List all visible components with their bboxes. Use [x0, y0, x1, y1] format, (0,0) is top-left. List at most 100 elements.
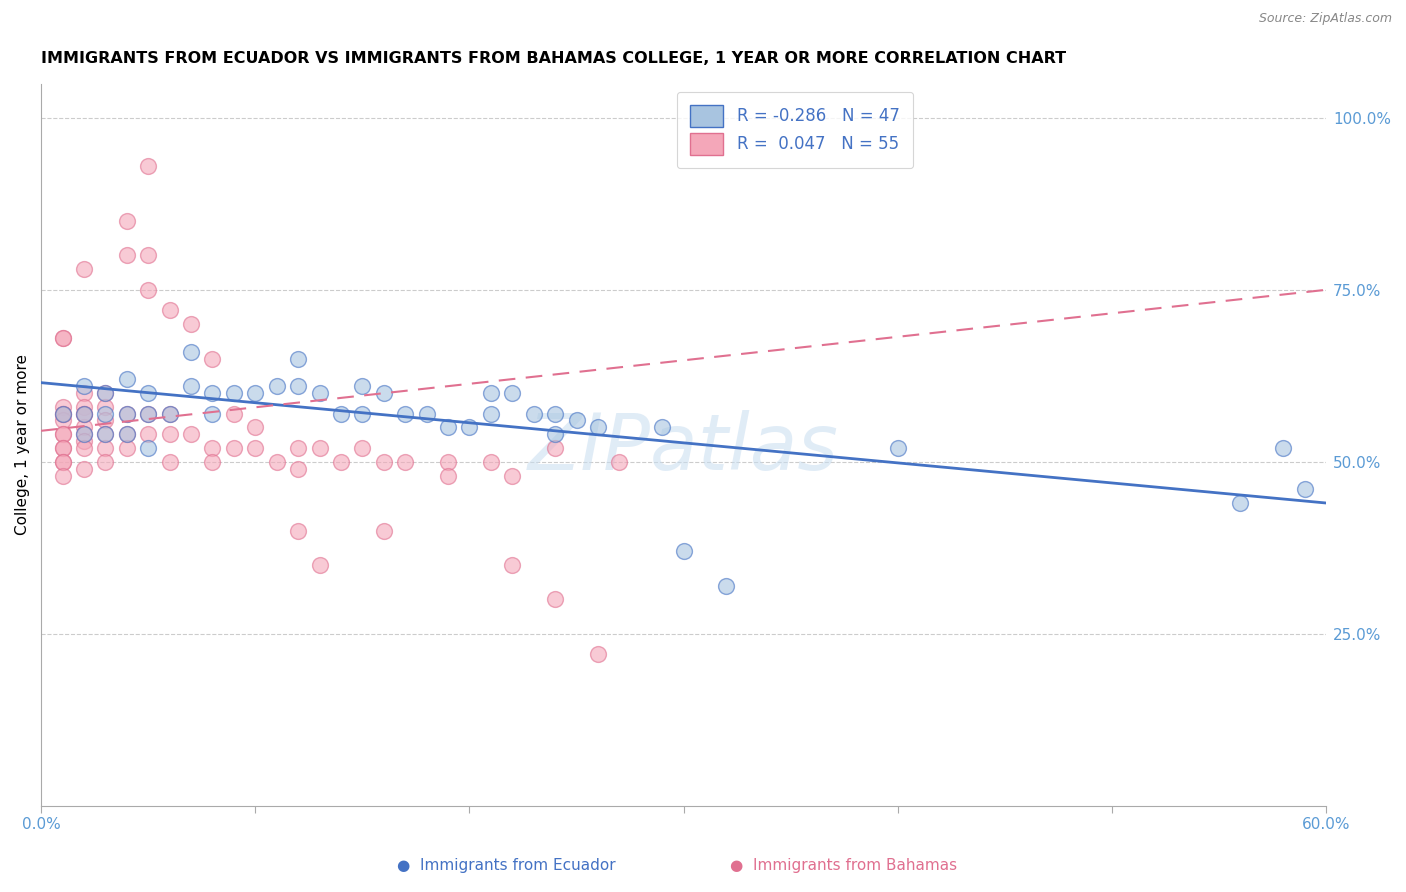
Point: [266, 379, 288, 393]
Legend: R = -0.286   N = 47, R =  0.047   N = 55: R = -0.286 N = 47, R = 0.047 N = 55: [676, 92, 912, 168]
Point: [73, 441, 96, 455]
Point: [136, 407, 159, 421]
Point: [245, 420, 267, 434]
Point: [94, 386, 117, 401]
Point: [394, 455, 416, 469]
Point: [544, 427, 567, 442]
Point: [266, 455, 288, 469]
Point: [201, 386, 224, 401]
Point: [136, 386, 159, 401]
Point: [437, 455, 460, 469]
Point: [51, 407, 73, 421]
Point: [94, 400, 117, 414]
Point: [115, 407, 138, 421]
Point: [1272, 441, 1295, 455]
Y-axis label: College, 1 year or more: College, 1 year or more: [15, 354, 30, 535]
Point: [73, 386, 96, 401]
Point: [287, 461, 309, 475]
Point: [308, 558, 330, 572]
Point: [51, 455, 73, 469]
Point: [159, 407, 181, 421]
Point: [136, 248, 159, 262]
Point: [94, 427, 117, 442]
Point: [159, 407, 181, 421]
Point: [287, 524, 309, 538]
Point: [115, 372, 138, 386]
Text: IMMIGRANTS FROM ECUADOR VS IMMIGRANTS FROM BAHAMAS COLLEGE, 1 YEAR OR MORE CORRE: IMMIGRANTS FROM ECUADOR VS IMMIGRANTS FR…: [41, 51, 1066, 66]
Point: [94, 413, 117, 427]
Point: [201, 455, 224, 469]
Point: [73, 427, 96, 442]
Point: [394, 407, 416, 421]
Point: [73, 420, 96, 434]
Point: [287, 351, 309, 366]
Point: [136, 427, 159, 442]
Point: [222, 407, 245, 421]
Point: [51, 331, 73, 345]
Point: [329, 455, 352, 469]
Point: [479, 386, 502, 401]
Point: [479, 455, 502, 469]
Point: [73, 262, 96, 277]
Point: [222, 386, 245, 401]
Point: [544, 592, 567, 607]
Point: [201, 441, 224, 455]
Point: [94, 427, 117, 442]
Point: [51, 407, 73, 421]
Point: [51, 413, 73, 427]
Point: [565, 413, 588, 427]
Point: [501, 468, 523, 483]
Point: [458, 420, 481, 434]
Point: [586, 648, 609, 662]
Point: [437, 420, 460, 434]
Point: [94, 407, 117, 421]
Point: [73, 400, 96, 414]
Point: [51, 427, 73, 442]
Point: [51, 455, 73, 469]
Point: [51, 441, 73, 455]
Point: [586, 420, 609, 434]
Point: [501, 558, 523, 572]
Point: [437, 468, 460, 483]
Point: [180, 379, 202, 393]
Point: [115, 427, 138, 442]
Point: [308, 441, 330, 455]
Point: [73, 407, 96, 421]
Point: [544, 441, 567, 455]
Point: [373, 386, 395, 401]
Point: [136, 441, 159, 455]
Point: [159, 303, 181, 318]
Point: [373, 524, 395, 538]
Point: [672, 544, 695, 558]
Point: [287, 379, 309, 393]
Text: ZIPatlas: ZIPatlas: [529, 410, 839, 486]
Point: [51, 331, 73, 345]
Point: [115, 427, 138, 442]
Point: [73, 407, 96, 421]
Point: [352, 441, 374, 455]
Point: [94, 455, 117, 469]
Point: [352, 379, 374, 393]
Point: [373, 455, 395, 469]
Point: [308, 386, 330, 401]
Point: [501, 386, 523, 401]
Point: [115, 407, 138, 421]
Point: [73, 407, 96, 421]
Point: [180, 344, 202, 359]
Point: [479, 407, 502, 421]
Point: [51, 400, 73, 414]
Point: [887, 441, 910, 455]
Point: [159, 455, 181, 469]
Point: [51, 441, 73, 455]
Point: [73, 379, 96, 393]
Point: [415, 407, 437, 421]
Point: [94, 386, 117, 401]
Point: [245, 441, 267, 455]
Point: [716, 578, 738, 592]
Point: [115, 441, 138, 455]
Point: [51, 427, 73, 442]
Point: [94, 441, 117, 455]
Point: [136, 407, 159, 421]
Text: Source: ZipAtlas.com: Source: ZipAtlas.com: [1258, 12, 1392, 25]
Point: [222, 441, 245, 455]
